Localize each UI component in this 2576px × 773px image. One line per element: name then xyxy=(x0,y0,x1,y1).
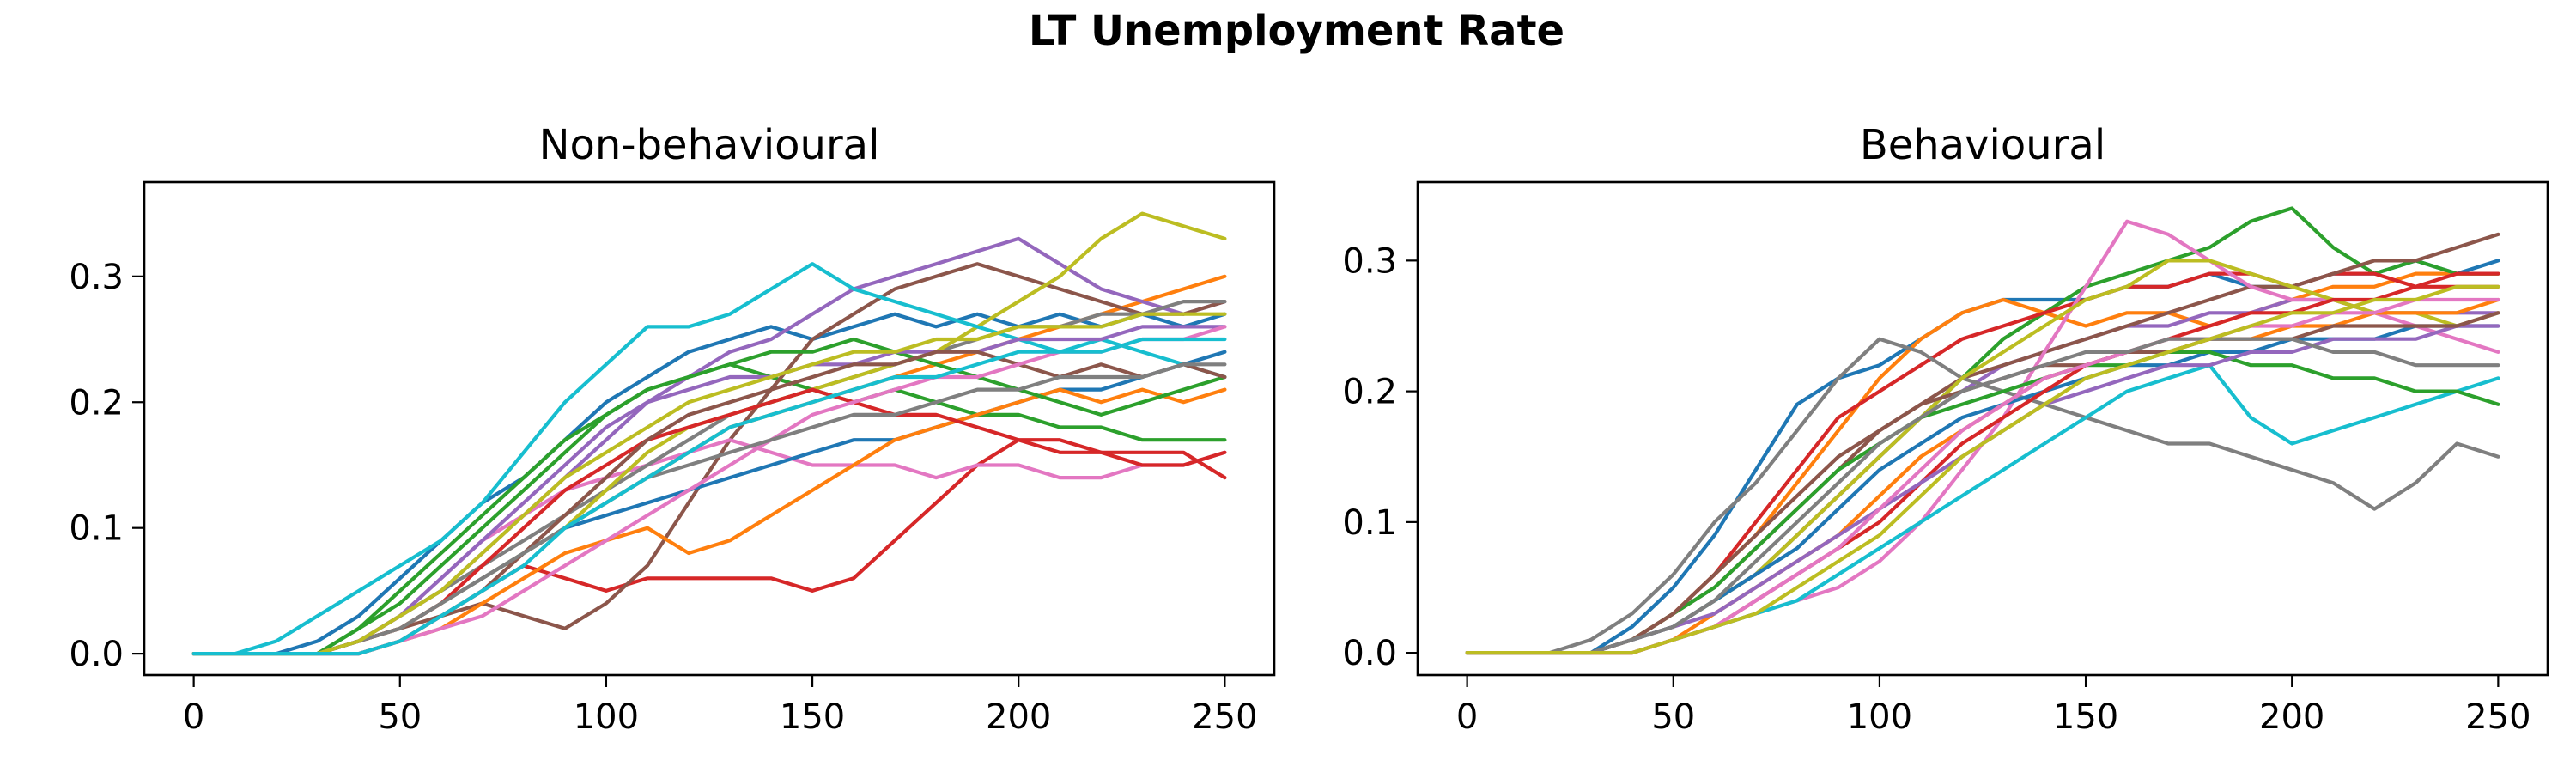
y-tick-label: 0.3 xyxy=(1342,241,1397,281)
series-line-10 xyxy=(191,262,1227,656)
panel-non-behavioural: Non-behavioural 0 50 100 150 200 250 0.0 0.1 0.2… xyxy=(69,121,1276,737)
y-tick-label: 0.0 xyxy=(1342,634,1397,673)
y-tick-label: 0.1 xyxy=(69,509,124,549)
y-tick-label: 0.0 xyxy=(69,635,124,674)
series-line-13 xyxy=(191,337,1227,656)
x-tick-label: 250 xyxy=(1192,697,1257,737)
y-tick-label: 0.3 xyxy=(69,258,124,297)
x-tick-label: 100 xyxy=(1847,697,1912,737)
series-line-18 xyxy=(1465,337,2500,655)
figure-title: LT Unemployment Rate xyxy=(1029,7,1564,55)
x-tick-label: 50 xyxy=(1651,697,1695,737)
x-tick-label: 200 xyxy=(2259,697,2324,737)
x-tick-label: 150 xyxy=(780,697,845,737)
plot-frame xyxy=(1416,180,2549,677)
series-line-1 xyxy=(1465,259,2500,655)
x-tick-label: 200 xyxy=(986,697,1051,737)
series-group-behavioural xyxy=(1465,206,2500,655)
series-line-14 xyxy=(1465,284,2500,655)
series-line-4 xyxy=(1465,271,2500,655)
y-tick-label: 0.2 xyxy=(1342,373,1397,412)
series-line-10 xyxy=(1465,363,2500,655)
panel-title-behavioural: Behavioural xyxy=(1860,121,2105,169)
series-line-13 xyxy=(1465,350,2500,655)
series-line-19 xyxy=(1465,284,2500,655)
series-line-9 xyxy=(191,211,1227,656)
series-line-2 xyxy=(1465,271,2500,655)
x-tick-label: 250 xyxy=(2465,697,2530,737)
series-group-non-behavioural xyxy=(191,211,1227,656)
panel-title-non-behavioural: Non-behavioural xyxy=(539,121,880,169)
series-line-9 xyxy=(1465,259,2500,655)
x-tick-label: 150 xyxy=(2053,697,2118,737)
x-tick-label: 100 xyxy=(574,697,639,737)
panel-behavioural: Behavioural 0 50 100 150 200 250 0.0 0.1 0.2 0.3 xyxy=(1342,121,2549,737)
y-tick-label: 0.2 xyxy=(69,383,124,423)
y-tick-label: 0.1 xyxy=(1342,503,1397,543)
series-line-19 xyxy=(191,312,1227,656)
x-tick-label: 50 xyxy=(378,697,422,737)
plot-frame xyxy=(143,180,1276,677)
series-line-20 xyxy=(191,337,1227,656)
x-tick-label: 0 xyxy=(1456,697,1478,737)
series-line-1 xyxy=(191,312,1227,656)
x-tick-label: 0 xyxy=(183,697,204,737)
